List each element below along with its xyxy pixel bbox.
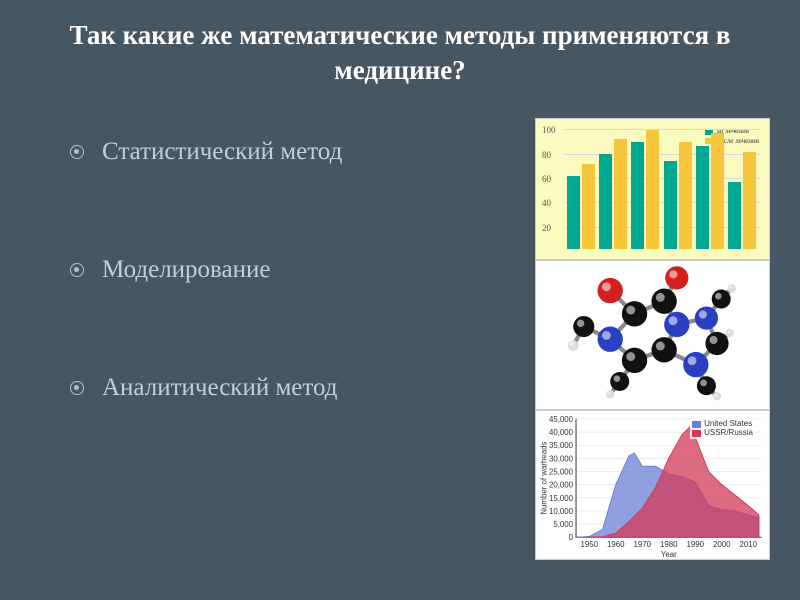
svg-text:25,000: 25,000 xyxy=(549,468,574,477)
list-item: Статистический метод xyxy=(70,138,535,166)
method-list: Статистический метод Моделирование Анали… xyxy=(0,118,535,560)
svg-text:Year: Year xyxy=(661,550,677,559)
legend-label: USSR/Russia xyxy=(704,428,753,437)
legend-label: United States xyxy=(704,419,752,428)
svg-text:1950: 1950 xyxy=(581,540,599,549)
y-tick-label: 80 xyxy=(542,150,551,160)
svg-text:30,000: 30,000 xyxy=(549,455,574,464)
svg-text:Number of warheads: Number of warheads xyxy=(539,442,548,515)
content-row: Статистический метод Моделирование Анали… xyxy=(0,88,800,560)
svg-text:20,000: 20,000 xyxy=(549,481,574,490)
svg-text:1970: 1970 xyxy=(634,540,652,549)
y-tick-label: 20 xyxy=(542,223,551,233)
bar xyxy=(631,142,644,249)
bar xyxy=(711,133,724,249)
item-label: Статистический метод xyxy=(102,138,342,166)
list-item: Моделирование xyxy=(70,256,535,284)
bar xyxy=(664,161,677,249)
svg-text:2000: 2000 xyxy=(713,540,731,549)
bar xyxy=(646,130,659,250)
bullet-icon xyxy=(70,381,84,395)
svg-text:1960: 1960 xyxy=(607,540,625,549)
bar xyxy=(728,182,741,249)
svg-text:1980: 1980 xyxy=(660,540,678,549)
bullet-icon xyxy=(70,145,84,159)
item-label: Моделирование xyxy=(102,256,270,284)
slide-title: Так какие же математические методы приме… xyxy=(0,0,800,88)
molecule-diagram xyxy=(535,260,770,410)
area-chart: United States USSR/Russia 0 5,000 10,000 15… xyxy=(535,410,770,560)
image-column: до лечения после лечения 20406080100 Uni… xyxy=(535,118,770,560)
svg-text:40,000: 40,000 xyxy=(549,428,574,437)
bar xyxy=(696,146,709,250)
bar xyxy=(743,152,756,250)
bullet-icon xyxy=(70,263,84,277)
bar xyxy=(614,139,627,249)
svg-text:5,000: 5,000 xyxy=(553,520,573,529)
svg-text:2010: 2010 xyxy=(740,540,758,549)
item-label: Аналитический метод xyxy=(102,374,337,402)
bar xyxy=(582,164,595,249)
svg-text:10,000: 10,000 xyxy=(549,507,574,516)
bar xyxy=(679,142,692,249)
y-tick-label: 40 xyxy=(542,198,551,208)
svg-text:15,000: 15,000 xyxy=(549,494,574,503)
bar xyxy=(567,176,580,249)
svg-text:0: 0 xyxy=(569,533,574,542)
area-chart-legend: United States USSR/Russia xyxy=(690,417,755,439)
y-tick-label: 100 xyxy=(542,125,556,135)
bar xyxy=(599,154,612,249)
y-tick-label: 60 xyxy=(542,174,551,184)
bar-chart: до лечения после лечения 20406080100 xyxy=(535,118,770,260)
svg-text:45,000: 45,000 xyxy=(549,415,574,424)
list-item: Аналитический метод xyxy=(70,374,535,402)
svg-text:1990: 1990 xyxy=(687,540,705,549)
svg-text:35,000: 35,000 xyxy=(549,441,574,450)
